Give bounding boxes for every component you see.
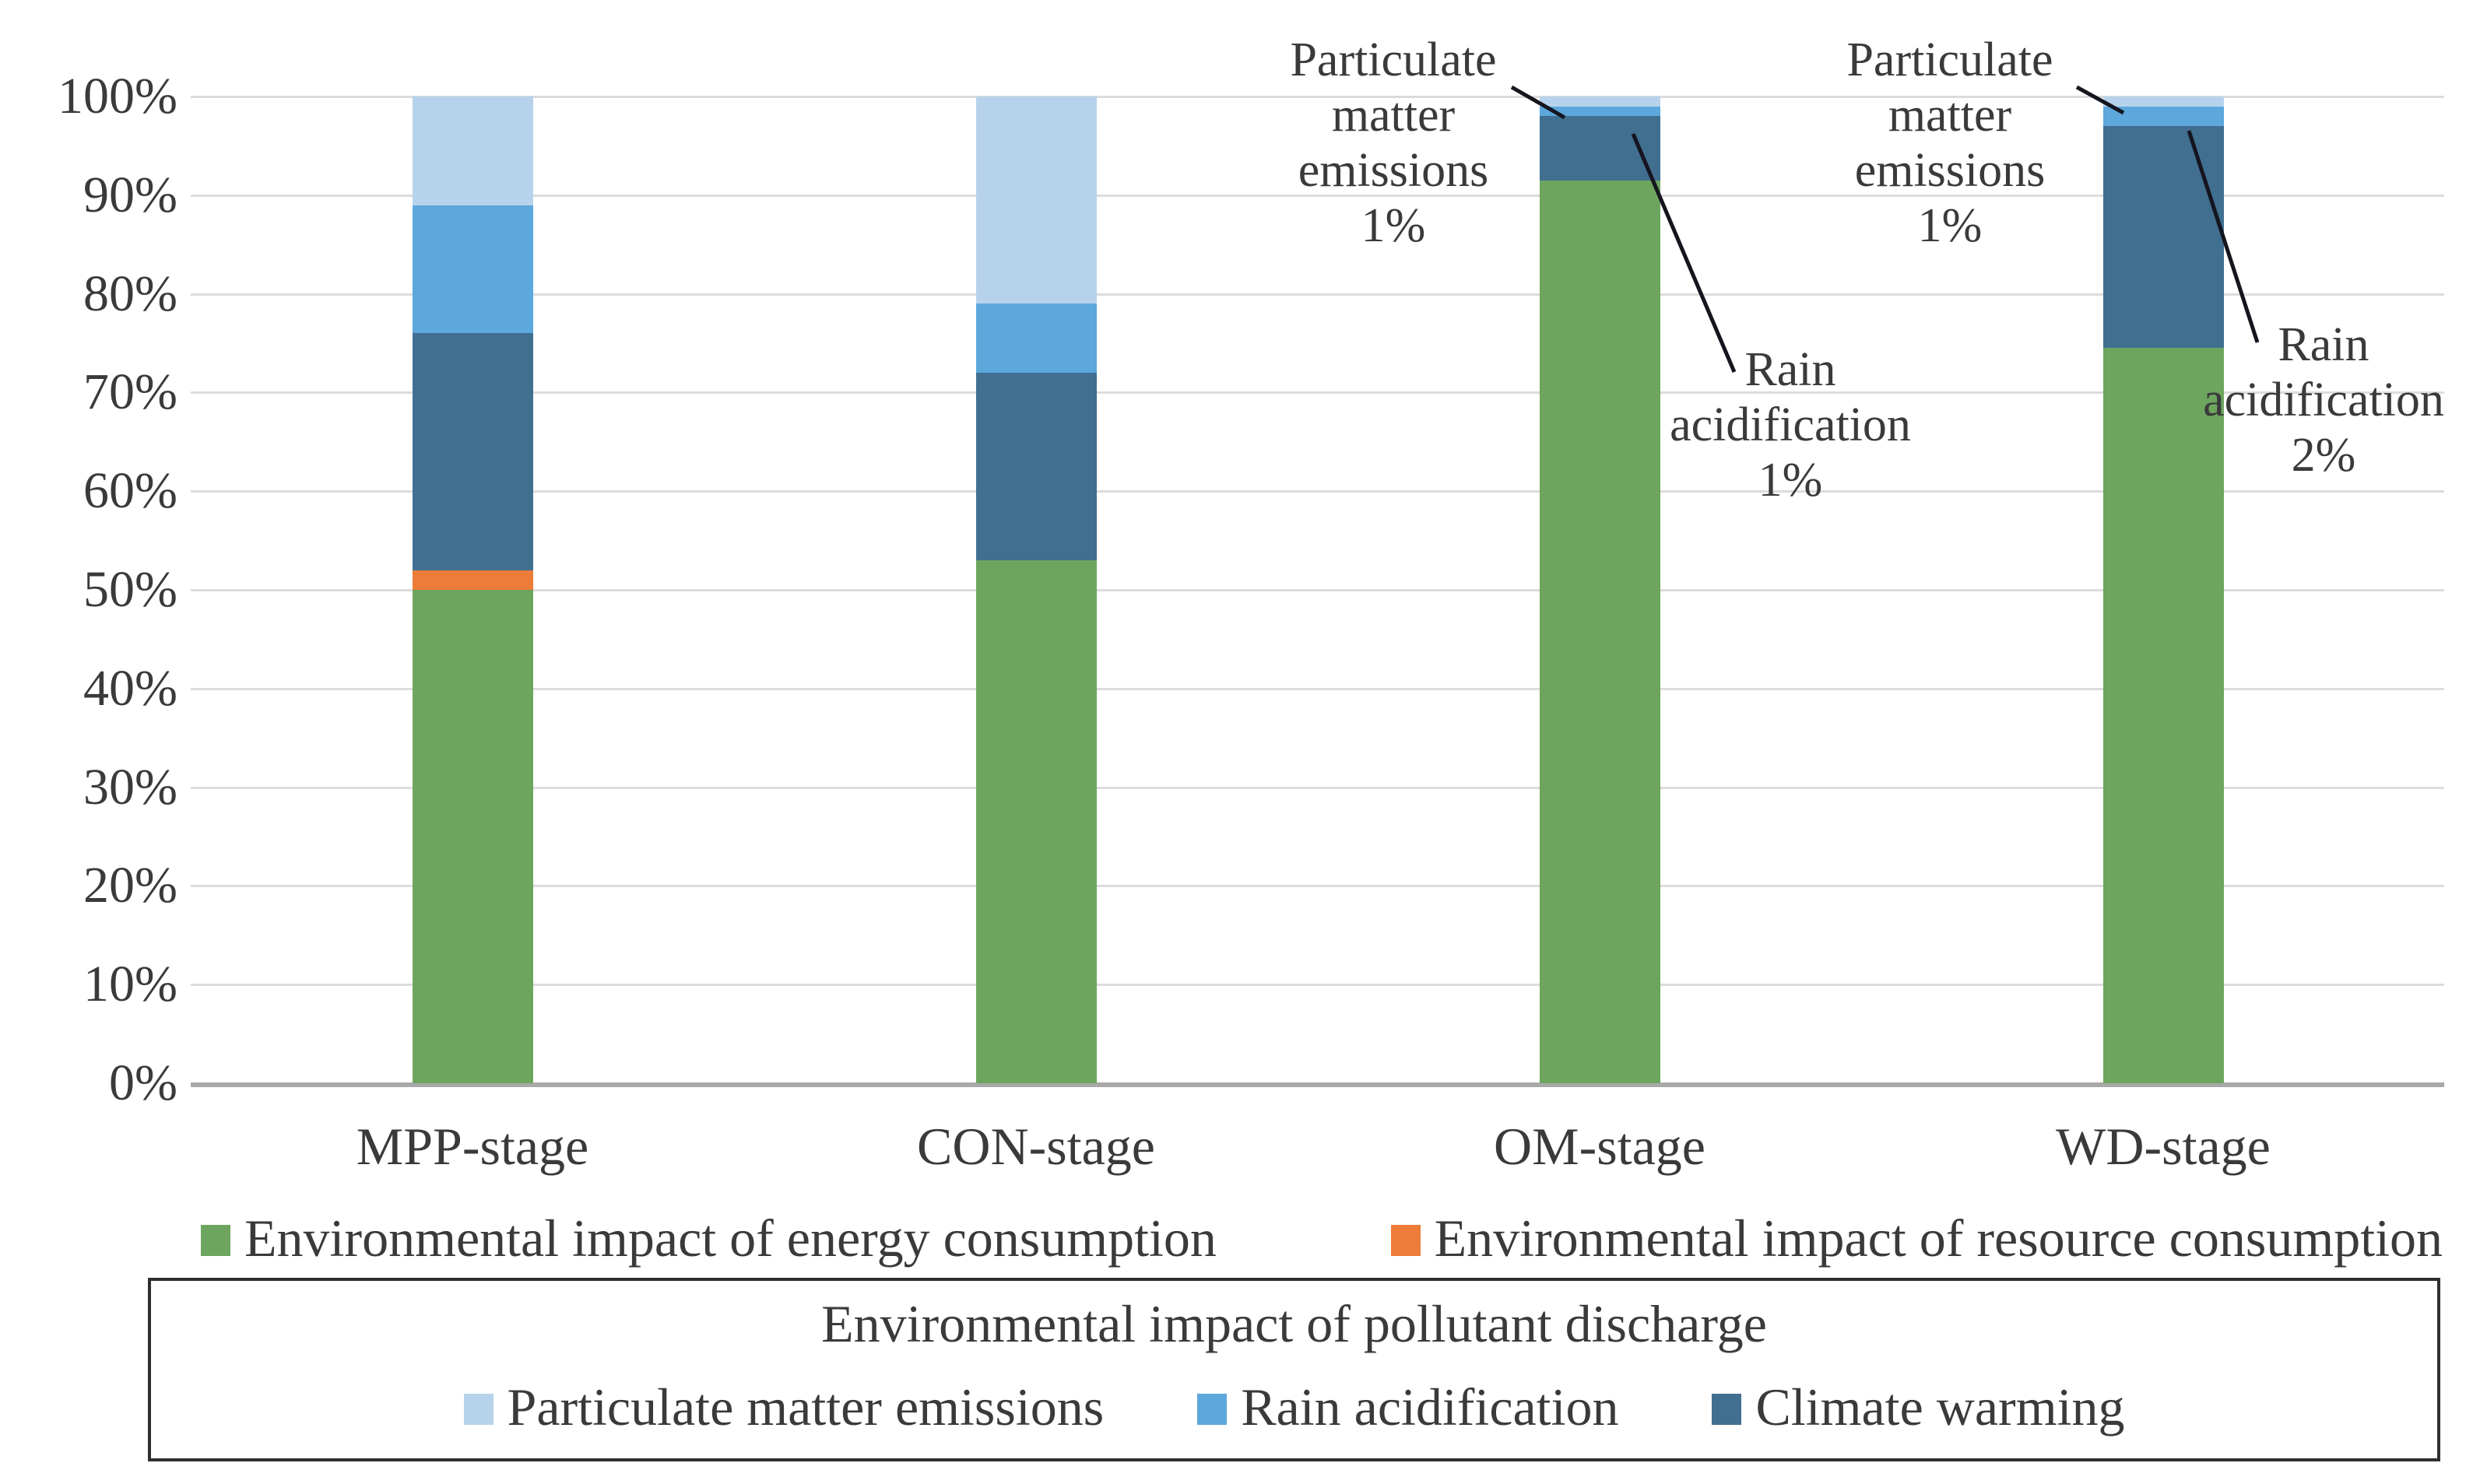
annotation-wd-particulate: Particulate matter emissions 1%: [1846, 33, 2053, 252]
gridline: [191, 96, 2444, 98]
x-axis-label-wd-stage: WD-stage: [2056, 1117, 2271, 1176]
gridline: [191, 786, 2444, 789]
y-axis-tick-label: 80%: [83, 265, 177, 322]
bar-segment: [2103, 106, 2224, 127]
annotation-om-rain-acidification: Rain acidification 1%: [1670, 343, 1911, 507]
gridline: [191, 687, 2444, 690]
legend-item-resource-consumption: Environmental impact of resource consump…: [1390, 1208, 2443, 1269]
y-axis-tick-label: 50%: [83, 561, 177, 618]
y-axis-tick-label: 30%: [83, 758, 177, 816]
bar-segment: [976, 373, 1097, 560]
bar-segment: [1540, 106, 1660, 117]
gridline: [191, 490, 2444, 493]
annotation-wd-rain-acidification: Rain acidification 2%: [2203, 318, 2444, 482]
legend-swatch-dark-blue-icon: [1712, 1393, 1742, 1425]
annotation-om-particulate: Particulate matter emissions 1%: [1290, 33, 1497, 252]
y-axis-tick-label: 40%: [83, 659, 177, 717]
bar-segment: [413, 590, 533, 1083]
bar-segment: [1540, 116, 1660, 181]
legend-label-energy-consumption: Environmental impact of energy consumpti…: [244, 1209, 1217, 1268]
y-axis-tick-label: 90%: [83, 166, 177, 223]
legend-label-rain-acidification: Rain acidification: [1241, 1377, 1619, 1437]
y-axis-tick-label: 100%: [58, 68, 177, 125]
legend-swatch-orange-icon: [1390, 1224, 1421, 1256]
legend-item-energy-consumption: Environmental impact of energy consumpti…: [201, 1208, 1217, 1269]
legend-label-climate-warming: Climate warming: [1755, 1377, 2125, 1437]
legend-group-title: Environmental impact of pollutant discha…: [821, 1294, 1767, 1353]
legend-item-rain-acidification: Rain acidification: [1197, 1377, 1618, 1438]
bar-segment: [2103, 126, 2224, 349]
legend-swatch-green-icon: [201, 1224, 230, 1256]
bar-segment: [1540, 96, 1660, 107]
y-axis-tick-label: 70%: [83, 363, 177, 421]
bar-segment: [976, 560, 1097, 1083]
bar-segment: [2103, 348, 2224, 1083]
legend-swatch-medium-blue-icon: [1197, 1393, 1228, 1425]
x-axis-label-om-stage: OM-stage: [1494, 1117, 1705, 1176]
legend-group-box: Environmental impact of pollutant discha…: [148, 1278, 2440, 1461]
bar-segment: [1540, 180, 1660, 1083]
gridline: [191, 293, 2444, 296]
gridline: [191, 391, 2444, 395]
plot-area: [191, 96, 2444, 1087]
bar-segment: [413, 205, 533, 334]
y-axis-tick-label: 0%: [109, 1054, 177, 1111]
legend-swatch-light-blue-icon: [463, 1393, 494, 1425]
y-axis-tick-label: 60%: [83, 462, 177, 520]
bar-mpp-stage: [413, 96, 533, 1083]
y-axis-tick-label: 10%: [83, 956, 177, 1013]
legend-label-resource-consumption: Environmental impact of resource consump…: [1434, 1209, 2443, 1268]
legend-row-pollutants: Particulate matter emissions Rain acidif…: [151, 1377, 2437, 1438]
legend-row-main: Environmental impact of energy consumpti…: [201, 1208, 2443, 1269]
bar-segment: [413, 96, 533, 205]
legend-item-particulate-matter: Particulate matter emissions: [463, 1377, 1105, 1438]
x-axis-label-mpp-stage: MPP-stage: [356, 1117, 589, 1176]
bar-segment: [2103, 96, 2224, 107]
x-axis-label-con-stage: CON-stage: [917, 1117, 1155, 1176]
bar-segment: [976, 96, 1097, 304]
legend-label-particulate-matter: Particulate matter emissions: [507, 1377, 1105, 1437]
gridline: [191, 589, 2444, 591]
x-axis-baseline: [191, 1082, 2444, 1087]
bar-segment: [976, 303, 1097, 374]
gridline: [191, 984, 2444, 987]
legend-item-climate-warming: Climate warming: [1712, 1377, 2124, 1438]
bar-segment: [413, 570, 533, 590]
bar-om-stage: [1540, 96, 1660, 1083]
gridline: [191, 194, 2444, 197]
gridline: [191, 885, 2444, 888]
bar-wd-stage: [2103, 96, 2224, 1083]
bar-con-stage: [976, 96, 1097, 1083]
y-axis-tick-label: 20%: [83, 857, 177, 914]
bar-segment: [413, 333, 533, 570]
